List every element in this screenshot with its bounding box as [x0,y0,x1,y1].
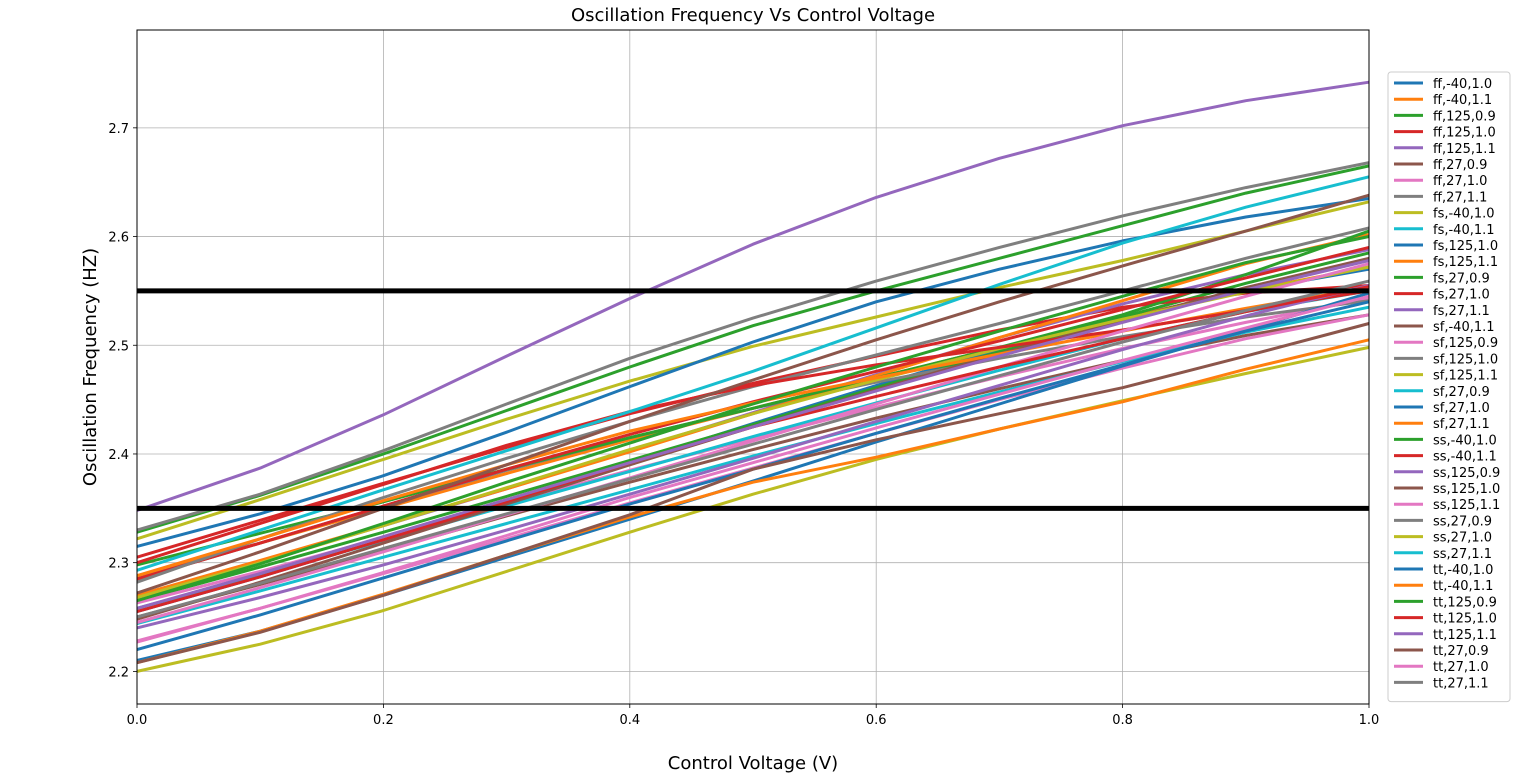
legend-label: sf,125,1.1 [1433,369,1498,384]
y-axis-ticks: 2.2 2.3 2.4 2.5 2.6 2.7 [108,122,137,680]
legend-label: sf,27,0.9 [1433,385,1490,400]
legend-label: fs,125,1.1 [1433,255,1498,270]
legend-label: sf,125,1.0 [1433,352,1498,367]
x-tick-label: 0.2 [373,713,394,728]
x-tick-label: 0.8 [1112,713,1133,728]
plot-frame [136,29,1370,705]
legend-label: fs,27,0.9 [1433,271,1490,286]
y-tick-label: 2.3 [108,557,129,572]
legend-label: ff,27,1.1 [1433,190,1487,205]
series-line [136,197,1370,548]
legend-label: ss,125,0.9 [1433,466,1500,481]
legend-label: fs,125,1.0 [1433,239,1498,254]
legend-label: sf,125,0.9 [1433,336,1498,351]
legend-label: ss,125,1.0 [1433,482,1500,497]
legend-label: ss,-40,1.0 [1433,433,1497,448]
series-line [136,80,1370,512]
series-line [136,294,1370,644]
legend-label: tt,-40,1.0 [1433,563,1493,578]
series-line [136,259,1370,610]
series-line [136,193,1370,595]
legend-label: fs,-40,1.0 [1433,207,1495,222]
legend-label: tt,-40,1.1 [1433,579,1493,594]
legend-label: sf,-40,1.1 [1433,320,1495,335]
y-tick-label: 2.5 [108,339,129,354]
legend-label: ss,27,1.1 [1433,547,1492,562]
series-line [136,200,1370,541]
series-line [136,289,1370,565]
legend-label: ff,-40,1.0 [1433,77,1492,92]
series-line [136,279,1370,619]
y-tick-label: 2.6 [108,231,129,246]
x-axis-ticks: 0.0 0.2 0.4 0.6 0.8 1.0 [127,704,1380,728]
legend-label: ff,125,0.9 [1433,109,1496,124]
y-tick-label: 2.2 [108,665,129,680]
reference-lines [137,288,1369,511]
series-line [136,175,1370,572]
legend-label: tt,27,1.1 [1433,676,1489,691]
legend-label: ff,125,1.0 [1433,126,1496,141]
legend-label: ss,-40,1.1 [1433,450,1497,465]
x-tick-label: 0.6 [866,713,887,728]
x-tick-label: 1.0 [1359,713,1380,728]
legend-label: tt,27,0.9 [1433,644,1489,659]
legend-label: fs,27,1.1 [1433,304,1490,319]
chart-title: Oscillation Frequency Vs Control Voltage [571,5,935,26]
series-line [136,251,1370,603]
legend-label: ff,27,1.0 [1433,174,1487,189]
series-line [136,262,1370,624]
legend-label: ss,27,0.9 [1433,514,1492,529]
y-tick-label: 2.4 [108,448,129,463]
legend-label: ff,125,1.1 [1433,142,1496,157]
y-tick-label: 2.7 [108,122,129,137]
legend-label: ss,27,1.0 [1433,531,1492,546]
legend-label: sf,27,1.0 [1433,401,1490,416]
series-line [136,322,1370,665]
x-axis-label: Control Voltage (V) [668,753,838,774]
x-tick-label: 0.4 [619,713,640,728]
legend-label: fs,-40,1.1 [1433,223,1495,238]
legend-label: tt,27,1.0 [1433,660,1489,675]
series-line [136,161,1370,532]
legend-label: ff,27,0.9 [1433,158,1487,173]
x-tick-label: 0.0 [127,713,148,728]
legend-label: tt,125,1.0 [1433,612,1497,627]
legend-label: ff,-40,1.1 [1433,93,1492,108]
y-axis-label: Oscillation Frequency (HZ) [80,248,101,486]
legend-label: tt,125,1.1 [1433,628,1497,643]
legend: ff,-40,1.0ff,-40,1.1ff,125,0.9 ff,125,1.0… [1387,71,1511,703]
legend-label: ss,125,1.1 [1433,498,1500,513]
legend-label: tt,125,0.9 [1433,595,1497,610]
series-line [136,235,1370,603]
series-line [136,284,1370,630]
legend-label: fs,27,1.0 [1433,288,1490,303]
legend-label: sf,27,1.1 [1433,417,1490,432]
series-line [136,305,1370,626]
series-line [136,164,1370,534]
series-lines [136,80,1370,673]
